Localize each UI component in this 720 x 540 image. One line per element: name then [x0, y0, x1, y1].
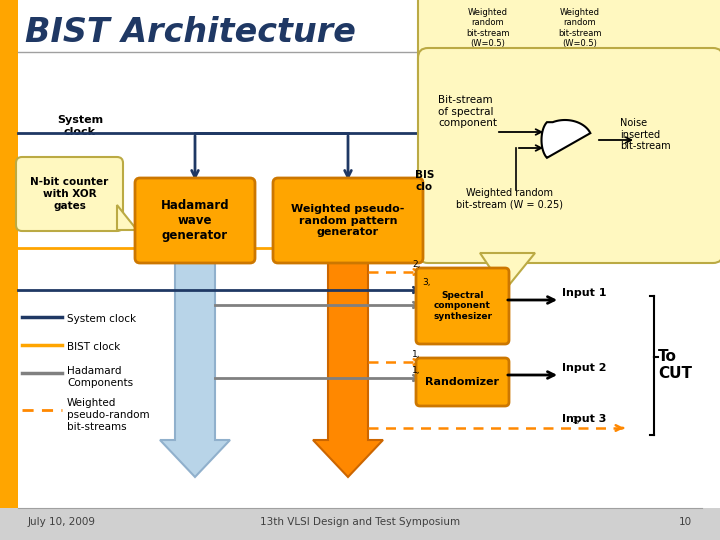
Bar [0, 508, 720, 540]
FancyBboxPatch shape [135, 178, 255, 263]
Text: N-bit counter
with XOR
gates: N-bit counter with XOR gates [30, 178, 109, 211]
Text: Hadamard
wave
generator: Hadamard wave generator [161, 199, 229, 242]
Text: Weighted
random
bit-stream
(W=0.5): Weighted random bit-stream (W=0.5) [558, 8, 602, 48]
Polygon shape [160, 258, 230, 477]
Text: Bit-stream
of spectral
component: Bit-stream of spectral component [438, 95, 497, 128]
Text: Noise
inserted
bit-stream: Noise inserted bit-stream [620, 118, 670, 151]
Text: 1,: 1, [412, 350, 420, 359]
Text: Input 3: Input 3 [562, 414, 606, 424]
FancyBboxPatch shape [416, 268, 509, 344]
Polygon shape [541, 120, 590, 158]
Text: To
CUT: To CUT [658, 349, 692, 381]
Text: Input 1: Input 1 [562, 288, 606, 298]
FancyBboxPatch shape [418, 48, 720, 263]
Text: July 10, 2009: July 10, 2009 [28, 517, 96, 527]
Text: Input 2: Input 2 [562, 363, 606, 373]
Text: 1,: 1, [412, 366, 420, 375]
FancyBboxPatch shape [16, 157, 123, 231]
Text: 3,: 3, [422, 278, 431, 287]
FancyBboxPatch shape [416, 358, 509, 406]
Text: Weighted
random
bit-stream
(W=0.5): Weighted random bit-stream (W=0.5) [467, 8, 510, 48]
FancyBboxPatch shape [418, 0, 720, 90]
Text: BIST Architecture: BIST Architecture [25, 17, 356, 50]
Text: Weighted
pseudo-random
bit-streams: Weighted pseudo-random bit-streams [67, 399, 150, 431]
Text: 13th VLSI Design and Test Symposium: 13th VLSI Design and Test Symposium [260, 517, 460, 527]
Bar [0, 0, 18, 540]
Text: Weighted random
bit-stream (W = 0.25): Weighted random bit-stream (W = 0.25) [456, 188, 564, 210]
Polygon shape [313, 258, 383, 477]
Text: 2,: 2, [412, 260, 420, 269]
Text: System
clock: System clock [57, 115, 103, 137]
Text: Weighted pseudo-
random pattern
generator: Weighted pseudo- random pattern generato… [292, 204, 405, 237]
Text: Hadamard
Components: Hadamard Components [67, 366, 133, 388]
Polygon shape [117, 205, 137, 230]
Text: Spectral
component
synthesizer: Spectral component synthesizer [433, 291, 492, 321]
Polygon shape [480, 253, 535, 290]
Text: Randomizer: Randomizer [426, 377, 500, 387]
Text: BIST clock: BIST clock [67, 342, 120, 352]
Text: BIS
clo: BIS clo [415, 170, 434, 192]
Text: 1,: 1, [572, 416, 580, 425]
Text: System clock: System clock [67, 314, 136, 324]
FancyBboxPatch shape [273, 178, 423, 263]
Text: 10: 10 [679, 517, 692, 527]
